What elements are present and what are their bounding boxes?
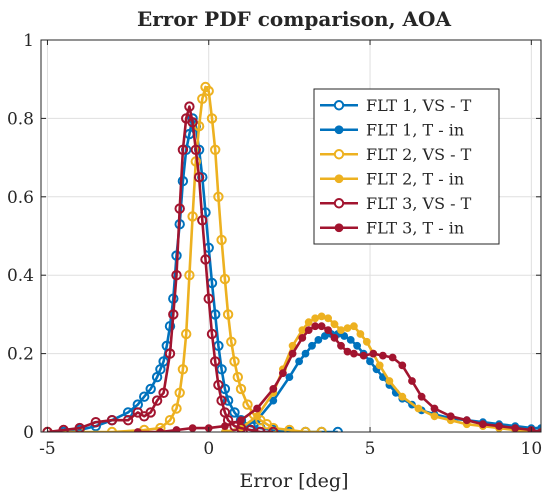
data-point xyxy=(431,413,438,420)
data-point xyxy=(380,352,387,359)
data-point xyxy=(299,327,306,334)
data-point xyxy=(418,393,425,400)
legend-swatch-marker xyxy=(336,175,343,182)
data-point xyxy=(399,393,406,400)
data-point xyxy=(367,358,374,365)
data-point xyxy=(463,417,470,424)
data-point xyxy=(315,337,322,344)
legend-label: FLT 3, VS - T xyxy=(366,194,472,213)
legend-label: FLT 3, T - in xyxy=(366,218,464,237)
data-point xyxy=(480,421,487,428)
y-tick-label: 0.4 xyxy=(7,266,34,286)
data-point xyxy=(325,315,332,322)
data-point xyxy=(512,425,519,432)
data-point xyxy=(351,350,358,357)
legend-label: FLT 2, T - in xyxy=(366,169,464,188)
data-point xyxy=(299,335,306,342)
data-point xyxy=(351,323,358,330)
x-tick-label: 5 xyxy=(365,439,376,459)
data-point xyxy=(318,313,325,320)
x-tick-label: 0 xyxy=(203,439,214,459)
y-tick-label: 0 xyxy=(23,423,34,443)
data-point xyxy=(302,350,309,357)
data-point xyxy=(363,338,370,345)
x-tick-label: -5 xyxy=(39,439,56,459)
data-point xyxy=(399,362,406,369)
data-point xyxy=(312,315,319,322)
data-point xyxy=(305,319,312,326)
x-axis-label: Error [deg] xyxy=(240,470,349,492)
data-point xyxy=(338,342,345,349)
legend-swatch-marker xyxy=(336,224,343,231)
data-point xyxy=(344,325,351,332)
y-tick-label: 0.6 xyxy=(7,188,34,208)
data-point xyxy=(357,331,364,338)
chart-title: Error PDF comparison, AOA xyxy=(137,7,451,31)
data-point xyxy=(289,350,296,357)
data-point xyxy=(309,342,316,349)
data-point xyxy=(354,342,361,349)
data-point xyxy=(344,348,351,355)
data-point xyxy=(447,413,454,420)
data-point xyxy=(325,327,332,334)
y-tick-label: 1 xyxy=(23,31,34,51)
legend-swatch-marker xyxy=(335,150,343,158)
data-point xyxy=(389,354,396,361)
data-point xyxy=(318,323,325,330)
y-tick-label: 0.2 xyxy=(7,345,34,365)
data-point xyxy=(189,425,196,432)
data-point xyxy=(222,423,229,430)
x-tick-label: 10 xyxy=(521,439,543,459)
data-point xyxy=(305,327,312,334)
data-point xyxy=(415,405,422,412)
legend-label: FLT 1, T - in xyxy=(366,120,464,139)
data-point xyxy=(331,321,338,328)
data-point xyxy=(409,378,416,385)
data-point xyxy=(238,417,245,424)
data-point xyxy=(254,405,261,412)
data-point xyxy=(286,374,293,381)
legend-label: FLT 1, VS - T xyxy=(366,96,472,115)
data-point xyxy=(360,352,367,359)
data-point xyxy=(496,423,503,430)
y-tick-label: 0.8 xyxy=(7,109,34,129)
data-point xyxy=(280,370,287,377)
data-point xyxy=(296,358,303,365)
legend-label: FLT 2, VS - T xyxy=(366,145,472,164)
data-point xyxy=(338,327,345,334)
data-point xyxy=(431,405,438,412)
data-point xyxy=(312,323,319,330)
data-point xyxy=(254,413,261,420)
legend: FLT 1, VS - T FLT 1, T - in FLT 2, VS - T F… xyxy=(314,89,499,244)
legend-swatch-marker xyxy=(335,101,343,109)
data-point xyxy=(386,378,393,385)
legend-swatch-marker xyxy=(335,199,343,207)
legend-swatch-marker xyxy=(336,126,343,133)
data-point xyxy=(331,335,338,342)
data-point xyxy=(347,337,354,344)
data-point xyxy=(370,350,377,357)
data-point xyxy=(376,362,383,369)
data-point xyxy=(270,386,277,393)
